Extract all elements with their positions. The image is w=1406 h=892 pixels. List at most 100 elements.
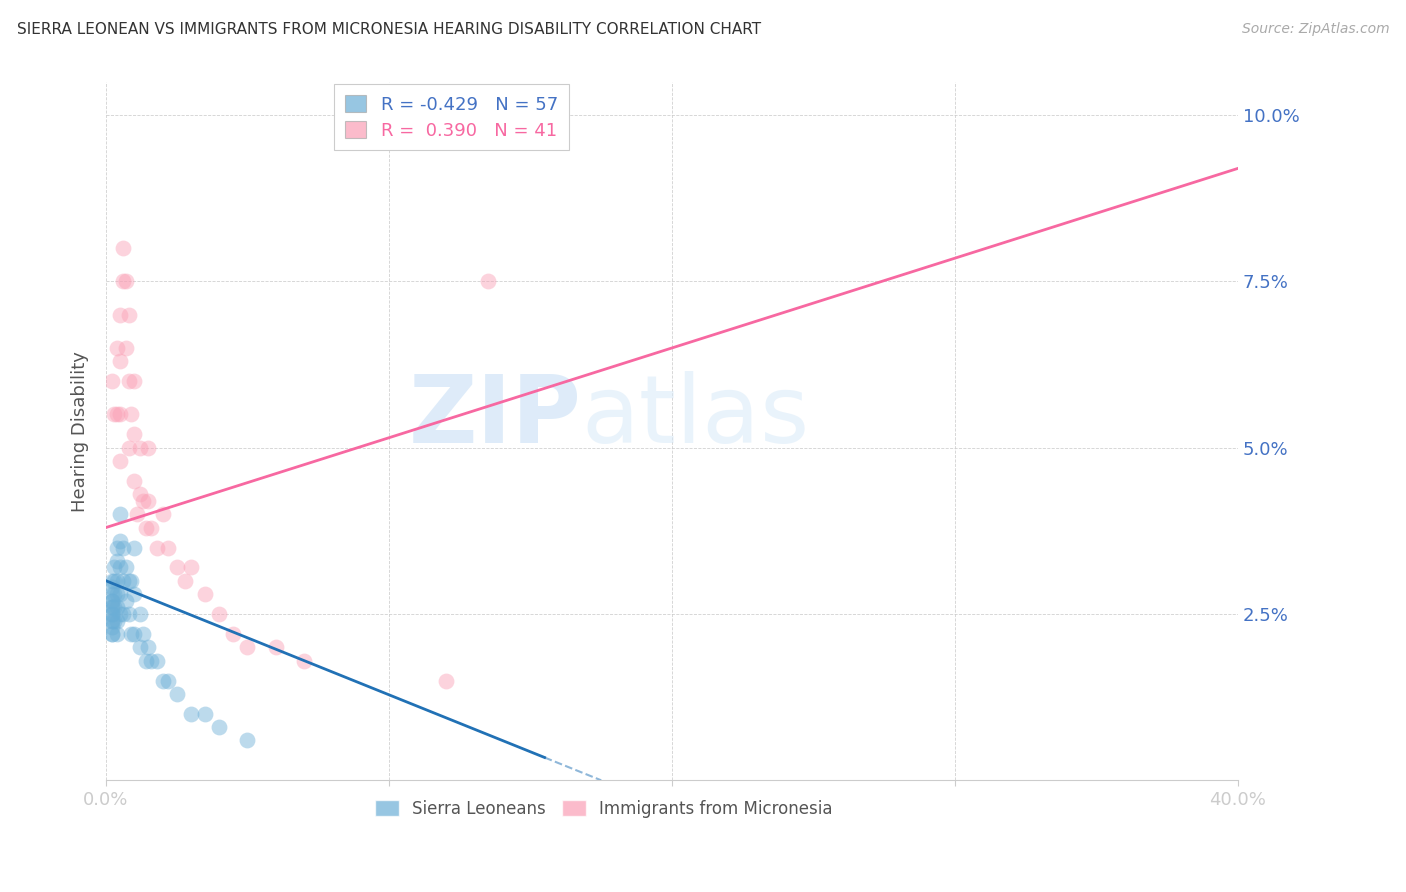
Point: [114, 275, 136, 289]
Point: [111, 607, 134, 621]
Point: [174, 574, 197, 588]
Point: [138, 441, 160, 455]
Point: [108, 354, 131, 368]
Point: [292, 654, 315, 668]
Text: SIERRA LEONEAN VS IMMIGRANTS FROM MICRONESIA HEARING DISABILITY CORRELATION CHAR: SIERRA LEONEAN VS IMMIGRANTS FROM MICRON…: [17, 22, 761, 37]
Point: [108, 408, 131, 422]
Point: [111, 574, 134, 588]
Point: [128, 441, 150, 455]
Point: [100, 581, 122, 595]
Point: [108, 587, 131, 601]
Point: [122, 474, 145, 488]
Point: [180, 560, 202, 574]
Point: [131, 627, 153, 641]
Point: [120, 574, 142, 588]
Point: [105, 541, 128, 555]
Point: [194, 706, 217, 721]
Point: [141, 520, 163, 534]
Text: atlas: atlas: [582, 371, 810, 463]
Point: [105, 587, 128, 601]
Legend: Sierra Leoneans, Immigrants from Micronesia: Sierra Leoneans, Immigrants from Microne…: [368, 793, 839, 824]
Point: [135, 654, 157, 668]
Point: [114, 593, 136, 607]
Point: [122, 374, 145, 388]
Point: [117, 308, 139, 322]
Point: [434, 673, 457, 688]
Point: [208, 720, 231, 734]
Point: [236, 733, 259, 747]
Point: [105, 627, 128, 641]
Point: [180, 706, 202, 721]
Point: [117, 441, 139, 455]
Point: [105, 614, 128, 628]
Point: [135, 520, 157, 534]
Point: [100, 593, 122, 607]
Point: [100, 600, 122, 615]
Point: [114, 560, 136, 574]
Point: [108, 533, 131, 548]
Point: [100, 614, 122, 628]
Point: [108, 454, 131, 468]
Point: [100, 607, 122, 621]
Point: [103, 600, 125, 615]
Point: [120, 627, 142, 641]
Point: [111, 541, 134, 555]
Point: [128, 487, 150, 501]
Point: [108, 308, 131, 322]
Point: [117, 574, 139, 588]
Point: [146, 541, 169, 555]
Point: [128, 640, 150, 655]
Point: [120, 408, 142, 422]
Point: [166, 560, 188, 574]
Point: [111, 241, 134, 255]
Point: [100, 607, 122, 621]
Point: [157, 541, 180, 555]
Point: [131, 494, 153, 508]
Y-axis label: Hearing Disability: Hearing Disability: [72, 351, 89, 511]
Point: [117, 374, 139, 388]
Point: [108, 508, 131, 522]
Point: [152, 508, 174, 522]
Point: [111, 275, 134, 289]
Point: [477, 275, 499, 289]
Point: [128, 607, 150, 621]
Point: [100, 593, 122, 607]
Point: [108, 560, 131, 574]
Point: [103, 408, 125, 422]
Point: [100, 614, 122, 628]
Point: [105, 341, 128, 355]
Point: [105, 408, 128, 422]
Point: [122, 541, 145, 555]
Point: [166, 687, 188, 701]
Point: [103, 560, 125, 574]
Point: [100, 600, 122, 615]
Text: ZIP: ZIP: [409, 371, 582, 463]
Point: [264, 640, 287, 655]
Point: [100, 627, 122, 641]
Point: [138, 640, 160, 655]
Point: [100, 574, 122, 588]
Point: [103, 614, 125, 628]
Point: [122, 627, 145, 641]
Point: [100, 620, 122, 634]
Point: [103, 587, 125, 601]
Point: [103, 574, 125, 588]
Point: [100, 627, 122, 641]
Text: Source: ZipAtlas.com: Source: ZipAtlas.com: [1241, 22, 1389, 37]
Point: [157, 673, 180, 688]
Point: [208, 607, 231, 621]
Point: [122, 587, 145, 601]
Point: [146, 654, 169, 668]
Point: [100, 587, 122, 601]
Point: [117, 607, 139, 621]
Point: [105, 600, 128, 615]
Point: [236, 640, 259, 655]
Point: [141, 654, 163, 668]
Point: [138, 494, 160, 508]
Point: [125, 508, 148, 522]
Point: [122, 427, 145, 442]
Point: [105, 574, 128, 588]
Point: [100, 374, 122, 388]
Point: [152, 673, 174, 688]
Point: [194, 587, 217, 601]
